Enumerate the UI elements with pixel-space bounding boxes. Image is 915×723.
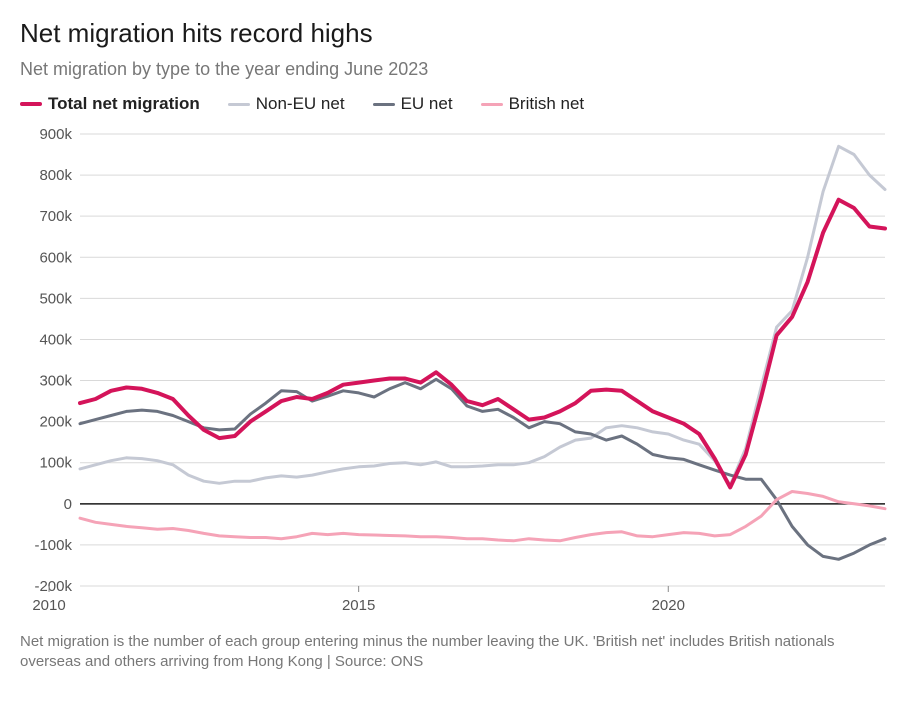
legend-label-total: Total net migration [48, 94, 200, 114]
y-tick-label: 0 [64, 496, 72, 513]
series-total [80, 200, 885, 488]
legend-label-eu: EU net [401, 94, 453, 114]
y-tick-label: 200k [39, 414, 72, 431]
y-tick-label: -200k [34, 578, 72, 595]
x-tick-label: 2010 [32, 597, 65, 614]
chart-footnote: Net migration is the number of each grou… [20, 632, 895, 673]
chart-subtitle: Net migration by type to the year ending… [20, 59, 895, 80]
y-tick-label: 700k [39, 208, 72, 225]
x-tick-label: 2015 [342, 597, 375, 614]
chart-area: -200k -100k 0 100k 200k 300k 400k 500k 600k 700k 8… [20, 124, 895, 624]
legend-swatch-eu [373, 103, 395, 106]
legend-swatch-british [481, 103, 503, 106]
legend-swatch-noneu [228, 103, 250, 106]
series-noneu [80, 146, 885, 485]
legend-item-total: Total net migration [20, 94, 200, 114]
y-tick-label: 300k [39, 373, 72, 390]
y-tick-label: -100k [34, 537, 72, 554]
line-chart: -200k -100k 0 100k 200k 300k 400k 500k 600k 700k 8… [20, 124, 895, 624]
legend-label-noneu: Non-EU net [256, 94, 345, 114]
chart-title: Net migration hits record highs [20, 18, 895, 49]
y-tick-label: 400k [39, 331, 72, 348]
legend-item-british: British net [481, 94, 585, 114]
y-tick-label: 500k [39, 290, 72, 307]
legend-item-eu: EU net [373, 94, 453, 114]
legend-item-noneu: Non-EU net [228, 94, 345, 114]
y-tick-label: 600k [39, 249, 72, 266]
legend-label-british: British net [509, 94, 585, 114]
y-tick-label: 900k [39, 126, 72, 143]
legend-swatch-total [20, 102, 42, 106]
y-tick-label: 100k [39, 455, 72, 472]
series-british [80, 492, 885, 541]
chart-legend: Total net migration Non-EU net EU net Briti… [20, 94, 895, 114]
x-tick-label: 2020 [652, 597, 685, 614]
y-tick-label: 800k [39, 167, 72, 184]
